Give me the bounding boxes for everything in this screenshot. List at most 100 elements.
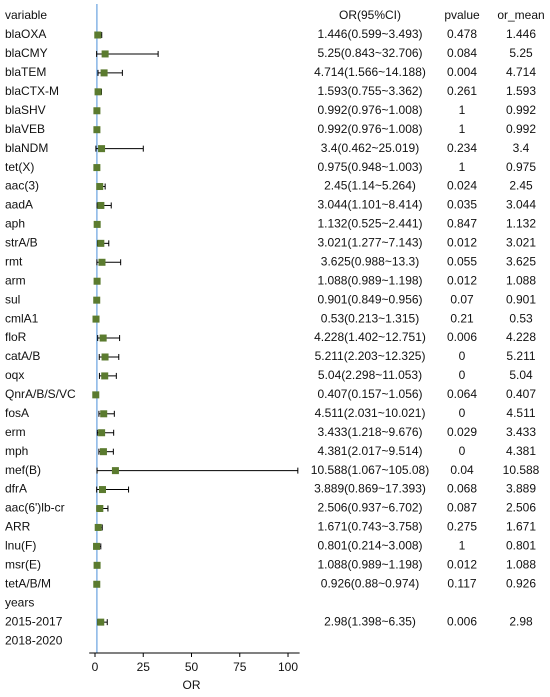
- or-mean: 3.4: [513, 141, 530, 155]
- row-label: floR: [5, 330, 27, 344]
- ci-label: 3.4(0.462~25.019): [321, 141, 419, 155]
- row-label: cmlA1: [5, 311, 39, 325]
- p-value: 0.087: [447, 501, 477, 515]
- p-value: 0.068: [447, 482, 477, 496]
- or-marker: [93, 220, 101, 228]
- p-value: 0.006: [447, 614, 477, 628]
- row-label: sul: [5, 292, 20, 306]
- or-marker: [93, 164, 101, 172]
- ci-label: 0.992(0.976~1.008): [317, 103, 422, 117]
- row-label: QnrA/B/S/VC: [5, 387, 76, 401]
- or-marker: [94, 31, 102, 39]
- p-value: 0.024: [447, 179, 477, 193]
- row-label: lnu(F): [5, 539, 36, 553]
- or-mean: 4.511: [506, 406, 535, 420]
- p-value: 1: [459, 160, 466, 174]
- row-label: catA/B: [5, 349, 40, 363]
- ci-whisker: [96, 467, 299, 474]
- x-tick-label: 75: [233, 660, 247, 674]
- or-marker: [93, 580, 101, 588]
- or-marker: [100, 69, 108, 77]
- or-mean: 0.801: [506, 539, 536, 553]
- row-label: dfrA: [5, 482, 27, 496]
- p-value: 0.478: [447, 27, 477, 41]
- or-mean: 3.433: [506, 425, 536, 439]
- or-mean: 1.593: [506, 84, 536, 98]
- ci-label: 5.211(2.203~12.325): [315, 349, 426, 363]
- row-label: aph: [5, 217, 25, 231]
- p-value: 0.029: [447, 425, 477, 439]
- p-value: 1: [459, 122, 466, 136]
- row-label: strA/B: [5, 236, 38, 250]
- ci-label: 2.98(1.398~6.35): [324, 614, 416, 628]
- row-label: fosA: [5, 406, 29, 420]
- row-label: blaCTX-M: [5, 84, 59, 98]
- or-marker: [93, 542, 101, 550]
- or-marker: [97, 201, 105, 209]
- row-label: blaTEM: [5, 65, 46, 79]
- or-mean: 5.25: [509, 46, 533, 60]
- ci-label: 4.714(1.566~14.188): [314, 65, 426, 79]
- p-value: 0.004: [447, 65, 477, 79]
- or-mean: 3.625: [506, 254, 536, 268]
- row-label: ARR: [5, 520, 31, 534]
- row-label: oqx: [5, 368, 24, 382]
- x-tick-label: 50: [185, 660, 199, 674]
- or-marker: [98, 429, 106, 437]
- ci-label: 0.926(0.88~0.974): [321, 576, 419, 590]
- p-value: 1: [459, 103, 466, 117]
- p-value: 0.261: [447, 84, 477, 98]
- or-marker: [98, 486, 106, 494]
- p-value: 0.006: [447, 330, 477, 344]
- row-label: msr(E): [5, 557, 41, 571]
- or-mean: 5.04: [509, 368, 533, 382]
- ci-label: 5.25(0.843~32.706): [317, 46, 422, 60]
- p-value: 0.012: [447, 236, 477, 250]
- or-marker: [101, 50, 109, 58]
- row-label: arm: [5, 273, 26, 287]
- row-label: 2018-2020: [5, 633, 63, 647]
- row-label: blaOXA: [5, 27, 46, 41]
- or-mean: 0.992: [506, 122, 536, 136]
- row-label: aac(6')lb-cr: [5, 501, 65, 515]
- ci-label: 2.45(1.14~5.264): [324, 179, 416, 193]
- p-value: 0.21: [450, 311, 474, 325]
- column-header: or_mean: [497, 8, 544, 22]
- or-marker: [94, 523, 102, 531]
- row-label: tetA/B/M: [5, 576, 51, 590]
- or-mean: 0.992: [506, 103, 536, 117]
- or-mean: 10.588: [503, 463, 540, 477]
- or-mean: 0.407: [506, 387, 536, 401]
- ci-label: 1.671(0.743~3.758): [317, 520, 422, 534]
- p-value: 0: [459, 444, 466, 458]
- ci-label: 10.588(1.067~105.08): [311, 463, 429, 477]
- p-value: 0.012: [447, 273, 477, 287]
- or-marker: [93, 296, 101, 304]
- row-label: tet(X): [5, 160, 34, 174]
- ci-label: 1.593(0.755~3.362): [317, 84, 422, 98]
- row-label: blaVEB: [5, 122, 45, 136]
- p-value: 0.04: [450, 463, 474, 477]
- ci-label: 3.021(1.277~7.143): [317, 236, 422, 250]
- ci-label: 3.625(0.988~13.3): [321, 254, 419, 268]
- or-mean: 2.45: [509, 179, 533, 193]
- or-mean: 3.889: [506, 482, 536, 496]
- row-label: blaCMY: [5, 46, 48, 60]
- ci-label: 3.889(0.869~17.393): [314, 482, 426, 496]
- or-mean: 0.975: [506, 160, 536, 174]
- x-tick-label: 25: [137, 660, 151, 674]
- or-mean: 2.506: [506, 501, 536, 515]
- row-label: years: [5, 595, 34, 609]
- ci-label: 1.088(0.989~1.198): [317, 273, 422, 287]
- row-label: rmt: [5, 254, 23, 268]
- p-value: 0.084: [447, 46, 477, 60]
- or-mean: 4.228: [506, 330, 536, 344]
- ci-label: 4.228(1.402~12.751): [314, 330, 426, 344]
- p-value: 0.117: [447, 576, 476, 590]
- p-value: 0: [459, 368, 466, 382]
- ci-label: 3.433(1.218~9.676): [317, 425, 422, 439]
- ci-label: 1.446(0.599~3.493): [317, 27, 422, 41]
- x-axis-label: OR: [183, 678, 201, 692]
- column-header: pvalue: [444, 8, 480, 22]
